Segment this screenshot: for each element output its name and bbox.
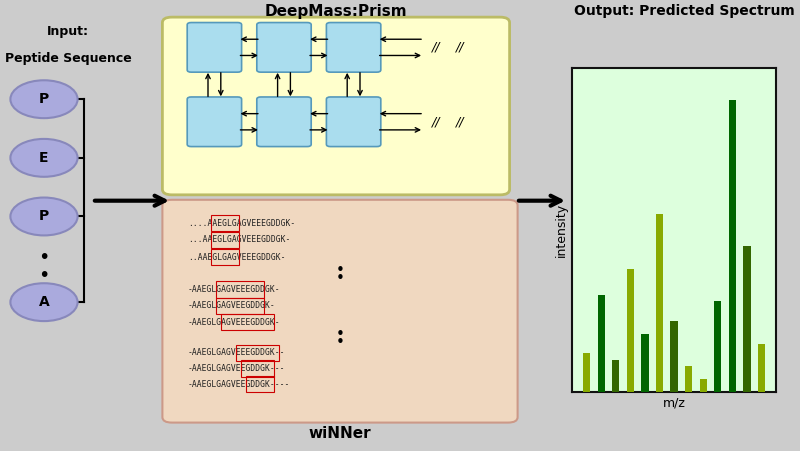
Text: wiNNer: wiNNer [309,426,371,442]
Circle shape [10,80,78,118]
Text: -AAEGLGAGVEEGDDGK----: -AAEGLGAGVEEGDDGK---- [188,380,290,389]
Bar [626,269,634,392]
Text: Output: Predicted Spectrum: Output: Predicted Spectrum [574,4,794,18]
Circle shape [10,198,78,235]
Bar [612,360,619,392]
Text: ....AAEGLGAGVEEEGDDGK-: ....AAEGLGAGVEEEGDDGK- [188,219,295,228]
Text: P: P [39,209,49,224]
FancyBboxPatch shape [326,97,381,147]
Text: •: • [335,335,345,350]
Text: P: P [39,92,49,106]
Bar [656,214,663,392]
Bar [714,301,722,392]
Text: //: // [432,41,440,54]
Circle shape [10,283,78,321]
Bar [583,354,590,392]
Bar [743,246,750,392]
Text: •: • [335,271,345,286]
FancyBboxPatch shape [162,17,510,195]
Text: Peptide Sequence: Peptide Sequence [5,52,131,65]
Text: -AAEGLGAGVEEEGDDGK-: -AAEGLGAGVEEEGDDGK- [188,285,281,294]
Text: •: • [38,248,50,267]
FancyBboxPatch shape [257,23,311,72]
Text: -AAEGLGAGVEEGDDGK---: -AAEGLGAGVEEGDDGK--- [188,364,286,373]
FancyBboxPatch shape [257,97,311,147]
Bar [758,344,765,392]
Text: E: E [39,151,49,165]
Y-axis label: intensity: intensity [555,203,568,257]
X-axis label: m/z: m/z [662,396,686,410]
Text: ...AAEGLGAGVEEEGDDGK-: ...AAEGLGAGVEEEGDDGK- [188,235,290,244]
Bar [729,100,736,392]
Text: •: • [38,266,50,285]
Text: -AAEGLGAGVEEEGDDGK-: -AAEGLGAGVEEEGDDGK- [188,318,281,327]
FancyBboxPatch shape [187,97,242,147]
Text: DeepMass:Prism: DeepMass:Prism [265,4,407,19]
Text: •: • [335,263,345,278]
Text: //: // [432,115,440,128]
Text: A: A [38,295,50,309]
FancyBboxPatch shape [326,23,381,72]
Circle shape [10,139,78,177]
Text: ..AAEGLGAGVEEEGDDGK-: ..AAEGLGAGVEEEGDDGK- [188,253,286,262]
FancyBboxPatch shape [162,200,518,423]
Text: •: • [335,327,345,342]
Text: Input:: Input: [47,25,89,38]
FancyBboxPatch shape [187,23,242,72]
Text: //: // [456,115,464,128]
Text: -AAEGLGAGVEEGDDGK-: -AAEGLGAGVEEGDDGK- [188,301,276,310]
Bar [598,295,605,392]
Bar [699,379,706,392]
Text: //: // [456,41,464,54]
Bar [685,366,692,392]
Bar [670,321,678,392]
Text: -AAEGLGAGVEEEGDDGK--: -AAEGLGAGVEEEGDDGK-- [188,348,286,357]
Bar [642,334,649,392]
